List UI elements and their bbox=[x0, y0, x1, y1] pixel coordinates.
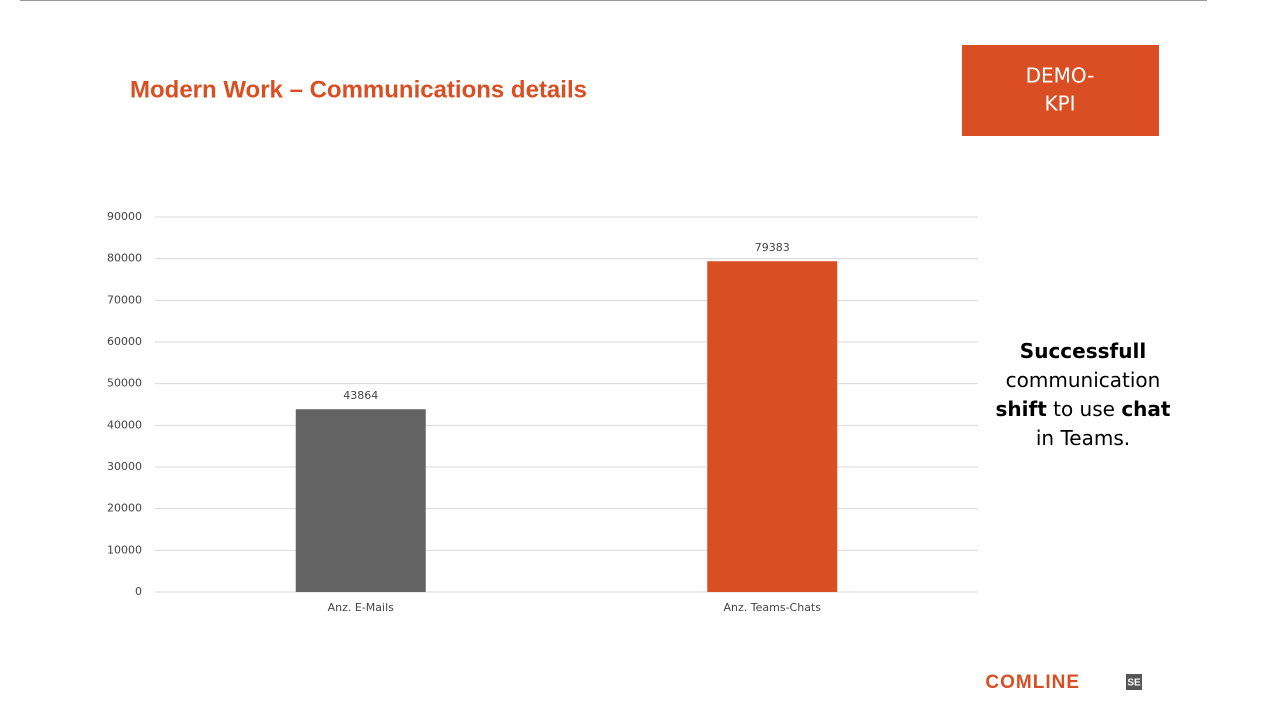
logo-suffix: SE bbox=[1127, 678, 1141, 689]
note-line: shift to use chat bbox=[996, 397, 1171, 421]
x-tick-label: Anz. Teams-Chats bbox=[724, 601, 822, 614]
data-label: 43864 bbox=[343, 389, 378, 402]
note-line: in Teams. bbox=[1036, 426, 1130, 450]
y-tick-label: 60000 bbox=[107, 335, 142, 348]
logo-name: COMLINE bbox=[985, 672, 1080, 693]
note-text: shift bbox=[996, 397, 1048, 421]
badge-text: KPI bbox=[1044, 92, 1075, 116]
note-text: chat bbox=[1121, 397, 1171, 421]
bar bbox=[707, 261, 838, 592]
y-tick-label: 80000 bbox=[107, 252, 142, 265]
note-text: in Teams. bbox=[1036, 426, 1130, 450]
y-tick-label: 30000 bbox=[107, 460, 142, 473]
y-tick-label: 20000 bbox=[107, 502, 142, 515]
note-line: communication bbox=[1006, 368, 1161, 392]
y-tick-label: 50000 bbox=[107, 377, 142, 390]
x-tick-label: Anz. E-Mails bbox=[328, 601, 395, 614]
y-tick-label: 0 bbox=[135, 585, 142, 598]
y-tick-label: 90000 bbox=[107, 210, 142, 223]
logo-box bbox=[1126, 674, 1142, 690]
note-text: communication bbox=[1006, 368, 1161, 392]
note-text: Successfull bbox=[1020, 339, 1146, 363]
badge-text: DEMO- bbox=[1026, 64, 1095, 88]
y-tick-label: 40000 bbox=[107, 418, 142, 431]
data-label: 79383 bbox=[755, 241, 790, 254]
badge bbox=[962, 45, 1159, 136]
slide-title: Modern Work – Communications details bbox=[130, 76, 587, 103]
note-line: Successfull bbox=[1020, 339, 1146, 363]
y-tick-label: 70000 bbox=[107, 293, 142, 306]
note-text: to use bbox=[1047, 397, 1122, 421]
bar bbox=[295, 409, 426, 592]
y-tick-label: 10000 bbox=[107, 543, 142, 556]
